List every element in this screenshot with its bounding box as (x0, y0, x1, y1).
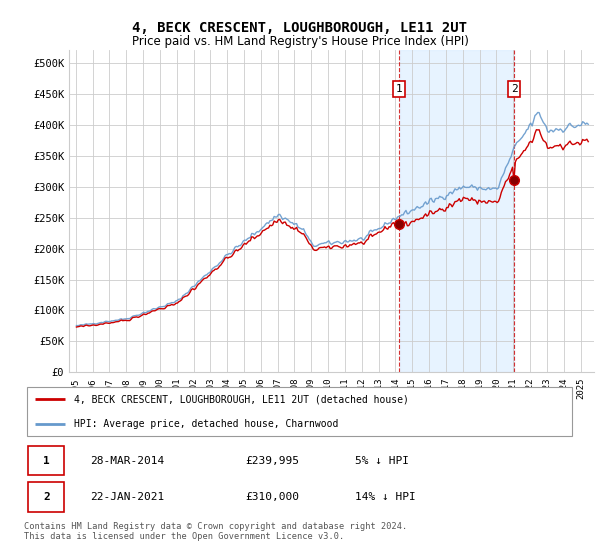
Text: 22-JAN-2021: 22-JAN-2021 (90, 492, 164, 502)
Text: 2: 2 (43, 492, 50, 502)
Text: £310,000: £310,000 (245, 492, 299, 502)
Text: 5% ↓ HPI: 5% ↓ HPI (355, 456, 409, 465)
Text: 4, BECK CRESCENT, LOUGHBOROUGH, LE11 2UT: 4, BECK CRESCENT, LOUGHBOROUGH, LE11 2UT (133, 21, 467, 35)
FancyBboxPatch shape (28, 482, 64, 512)
Text: 1: 1 (43, 456, 50, 465)
Text: 2: 2 (511, 84, 517, 94)
Text: Price paid vs. HM Land Registry's House Price Index (HPI): Price paid vs. HM Land Registry's House … (131, 35, 469, 48)
Text: £239,995: £239,995 (245, 456, 299, 465)
Text: 4, BECK CRESCENT, LOUGHBOROUGH, LE11 2UT (detached house): 4, BECK CRESCENT, LOUGHBOROUGH, LE11 2UT… (74, 394, 409, 404)
FancyBboxPatch shape (27, 387, 572, 436)
Text: 1: 1 (396, 84, 403, 94)
Text: 28-MAR-2014: 28-MAR-2014 (90, 456, 164, 465)
Text: 14% ↓ HPI: 14% ↓ HPI (355, 492, 416, 502)
Text: HPI: Average price, detached house, Charnwood: HPI: Average price, detached house, Char… (74, 418, 338, 428)
FancyBboxPatch shape (28, 446, 64, 475)
Text: Contains HM Land Registry data © Crown copyright and database right 2024.
This d: Contains HM Land Registry data © Crown c… (24, 522, 407, 542)
